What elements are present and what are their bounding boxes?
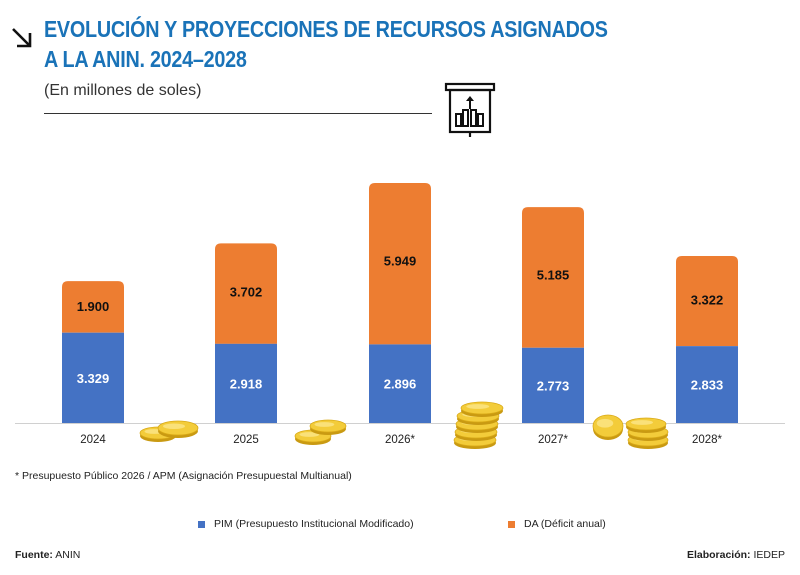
gold-coin-icon — [460, 401, 504, 417]
stacked-bar-chart: 3.329 1.900 2024 2.918 3.702 2025 2.896 5.949 20… — [15, 183, 785, 449]
source-value: ANIN — [55, 549, 81, 561]
source-note: Fuente: ANIN — [15, 549, 80, 561]
gold-coin-icon — [294, 429, 332, 445]
credit-value: IEDEP — [753, 549, 785, 561]
x-tick-label: 2026* — [385, 434, 416, 446]
title-line-2: A LA ANIN. 2024–2028 — [44, 46, 247, 72]
arrow-down-right-icon — [12, 28, 32, 48]
data-label-da: 3.322 — [691, 292, 724, 307]
data-label-da: 1.900 — [77, 299, 110, 314]
bar-da-2026 — [369, 183, 431, 345]
gold-coin-icon — [625, 417, 667, 433]
bar-da-2028 — [676, 255, 738, 347]
x-tick-label: 2028* — [692, 434, 723, 446]
data-label-pim: 2.833 — [691, 378, 724, 393]
presentation-board-chart-icon — [444, 82, 496, 137]
gold-coin-icon — [592, 414, 624, 440]
bar-pim-2027 — [522, 347, 584, 423]
x-tick-label: 2024 — [80, 434, 106, 446]
x-tick-label: 2025 — [233, 434, 259, 446]
data-label-pim: 2.896 — [384, 377, 417, 392]
footnote: * Presupuesto Público 2026 / APM (Asigna… — [15, 470, 352, 482]
title-line-1: EVOLUCIÓN Y PROYECCIONES DE RECURSOS ASI… — [44, 16, 608, 42]
legend-item-pim: PIM (Presupuesto Institucional Modificad… — [198, 518, 414, 530]
data-label-pim: 2.918 — [230, 376, 263, 391]
data-label-pim: 2.773 — [537, 378, 570, 393]
bar-da-2024 — [62, 281, 124, 333]
source-label: Fuente: — [15, 549, 53, 561]
bar-pim-2028 — [676, 346, 738, 423]
data-label-pim: 3.329 — [77, 371, 110, 386]
data-label-da: 3.702 — [230, 285, 263, 300]
legend-item-da: DA (Déficit anual) — [508, 518, 606, 530]
bar-pim-2024 — [62, 332, 124, 423]
legend-swatch-pim — [198, 520, 205, 528]
chart-subtitle: (En millones de soles) — [44, 82, 202, 99]
data-label-da: 5.949 — [384, 253, 417, 268]
legend-label-pim: PIM (Presupuesto Institucional Modificad… — [214, 518, 414, 530]
bar-da-2027 — [522, 207, 584, 348]
credit-label: Elaboración: — [686, 549, 751, 561]
bar-da-2025 — [215, 243, 277, 344]
subtitle-divider — [44, 113, 432, 114]
data-label-da: 5.185 — [537, 268, 570, 283]
legend-label-da: DA (Déficit anual) — [524, 518, 606, 530]
bar-pim-2025 — [215, 343, 277, 423]
credit-note: Elaboración: IEDEP — [687, 549, 785, 561]
gold-coin-icon — [309, 419, 347, 435]
legend-swatch-da — [508, 520, 515, 528]
chart-title: EVOLUCIÓN Y PROYECCIONES DE RECURSOS ASI… — [44, 14, 608, 74]
gold-coin-icon — [157, 420, 199, 438]
bar-pim-2026 — [369, 344, 431, 423]
x-tick-label: 2027* — [538, 434, 569, 446]
